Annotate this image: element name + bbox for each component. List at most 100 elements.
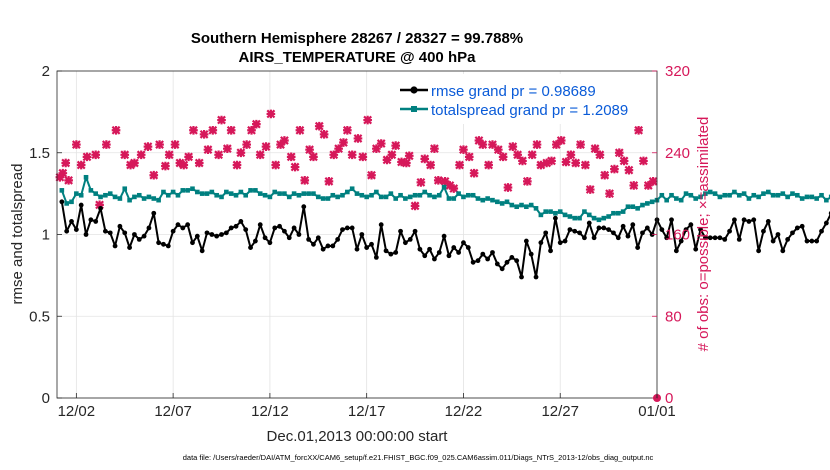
rmse-point: [238, 219, 244, 224]
obs-count-marker: [426, 160, 435, 170]
rmse-point: [262, 235, 268, 241]
totalspread-point: [156, 197, 161, 203]
obs-count-marker: [629, 181, 639, 190]
totalspread-point: [136, 192, 142, 198]
rmse-point: [112, 243, 118, 249]
data-series: [59, 174, 830, 280]
obs-count-marker: [339, 138, 348, 147]
obs-count-marker: [232, 160, 242, 170]
obs-count-marker: [478, 140, 488, 149]
obs-count-marker: [236, 148, 246, 158]
totalspread-point: [407, 194, 413, 200]
totalspread-point: [524, 204, 529, 210]
totalspread-point: [74, 191, 79, 196]
rmse-point: [233, 223, 239, 229]
totalspread-point: [567, 214, 573, 219]
obs-count-marker: [64, 175, 73, 185]
right-y-tick-label: 240: [665, 145, 690, 162]
obs-count-marker: [203, 145, 213, 155]
totalspread-point: [519, 202, 524, 208]
rmse-point: [93, 219, 99, 224]
x-tick-label: 12/07: [154, 403, 192, 420]
totalspread-point: [204, 191, 210, 196]
totalspread-point: [369, 192, 374, 198]
data-file-footnote: data file: /Users/raeder/DAI/ATM_forcXX/…: [183, 453, 654, 462]
obs-count-marker: [276, 140, 285, 149]
rmse-point: [412, 228, 418, 234]
obs-count-marker: [648, 176, 658, 186]
totalspread-point: [828, 194, 830, 200]
totalspread-point: [698, 194, 703, 200]
totalspread-point: [528, 202, 534, 208]
totalspread-point: [127, 197, 132, 203]
rmse-point: [432, 256, 437, 262]
totalspread-point: [340, 192, 345, 198]
obs-count-marker: [358, 152, 368, 162]
totalspread-point: [233, 192, 239, 198]
totalspread-point: [122, 186, 128, 192]
obs-count-marker: [430, 144, 439, 154]
obs-count-marker: [155, 140, 164, 149]
rmse-point: [644, 225, 650, 231]
obs-count-marker: [136, 150, 146, 160]
totalspread-point: [417, 192, 423, 198]
totalspread-point: [291, 191, 297, 196]
totalspread-point: [98, 194, 103, 200]
totalspread-point: [388, 191, 394, 196]
obs-count-marker: [433, 175, 443, 185]
totalspread-point: [804, 194, 810, 200]
rmse-point: [780, 248, 786, 254]
chart-title: Southern Hemisphere 28267 / 28327 = 99.7…: [191, 30, 523, 47]
totalspread-point: [756, 194, 761, 200]
rmse-point: [257, 222, 263, 228]
rmse-point: [465, 245, 471, 250]
totalspread-point: [577, 215, 582, 221]
rmse-point: [223, 230, 229, 236]
totalspread-point: [69, 199, 74, 205]
totalspread-point: [306, 191, 311, 196]
totalspread-point: [224, 189, 229, 195]
totalspread-point: [330, 192, 336, 198]
totalspread-point: [436, 192, 442, 198]
obs-count-marker: [513, 150, 523, 160]
obs-count-marker: [614, 148, 624, 158]
rmse-point: [156, 240, 162, 246]
totalspread-point: [253, 188, 258, 193]
rmse-point: [359, 232, 365, 237]
totalspread-point: [219, 194, 224, 200]
obs-count-marker: [347, 150, 357, 160]
obs-count-marker: [295, 125, 305, 135]
rmse-point: [635, 245, 641, 250]
obs-count-marker: [542, 158, 552, 168]
obs-count-marker: [149, 170, 159, 180]
totalspread-point: [727, 192, 732, 198]
rmse-point: [456, 250, 462, 255]
rmse-point: [151, 210, 157, 216]
totalspread-point: [712, 191, 718, 196]
obs-count-marker: [300, 175, 310, 185]
totalspread-point: [412, 192, 418, 198]
obs-count-marker: [95, 200, 104, 210]
obs-count-marker: [194, 158, 204, 168]
totalspread-point: [765, 189, 771, 195]
totalspread-point: [64, 201, 69, 206]
totalspread-point: [620, 209, 626, 214]
rmse-point: [69, 219, 74, 224]
obs-count-marker: [536, 160, 546, 170]
totalspread-point: [78, 192, 84, 198]
totalspread-point: [611, 210, 616, 216]
obs-count-marker: [459, 145, 468, 155]
totalspread-point: [238, 189, 244, 195]
legend-spread-marker: [411, 106, 417, 112]
left-y-tick-label: 1: [42, 227, 50, 244]
totalspread-point: [543, 209, 549, 214]
obs-count-marker: [126, 160, 135, 170]
totalspread-point: [688, 192, 694, 198]
obs-count-marker: [242, 140, 252, 149]
totalspread-point: [635, 206, 640, 211]
rmse-point: [669, 217, 674, 223]
totalspread-point: [354, 191, 360, 196]
totalspread-point: [775, 192, 781, 198]
obs-count-marker: [639, 156, 648, 166]
totalspread-point: [809, 194, 815, 200]
